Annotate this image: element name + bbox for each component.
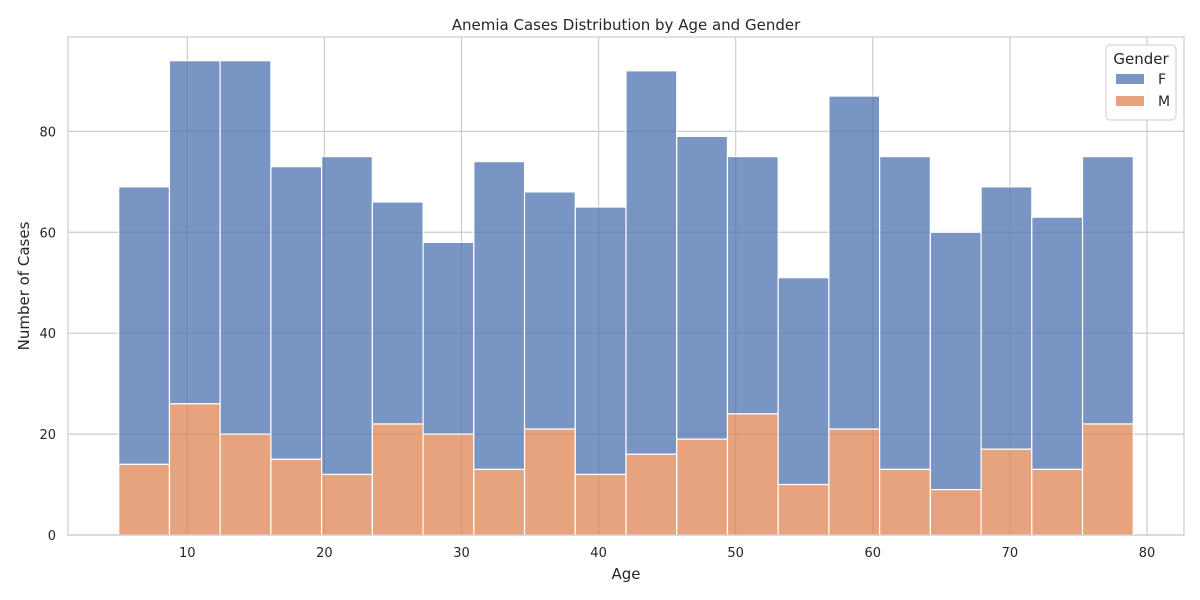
legend-title: Gender: [1113, 50, 1169, 68]
y-tick-label: 0: [48, 529, 56, 544]
bar-m: [1081, 423, 1134, 536]
x-tick-label: 70: [1002, 546, 1019, 561]
bar-f: [371, 201, 424, 425]
bar-m: [270, 458, 323, 536]
bar-f: [625, 70, 678, 455]
axes: 10 20 30 40 50 60 70 80 0 20 40 60 80: [39, 36, 1185, 561]
legend-label-m: M: [1158, 94, 1170, 110]
bar-m: [625, 453, 678, 536]
legend-label-f: F: [1158, 72, 1166, 88]
bar-m: [422, 433, 475, 536]
bar-f: [219, 60, 272, 435]
bar-f: [980, 186, 1033, 450]
bar-f: [929, 231, 982, 491]
x-tick-label: 20: [316, 546, 333, 561]
bar-m: [168, 403, 221, 536]
y-axis-label: Number of Cases: [15, 221, 33, 350]
legend-swatch-m: [1116, 96, 1144, 106]
bar-m: [980, 448, 1033, 536]
x-tick-label: 80: [1139, 546, 1156, 561]
x-tick-label: 50: [727, 546, 744, 561]
bar-m: [574, 473, 627, 536]
y-tick-label: 80: [39, 125, 56, 140]
bar-f: [1081, 155, 1134, 425]
y-tick-label: 40: [39, 327, 56, 342]
bar-f: [422, 241, 475, 435]
bar-f: [321, 155, 373, 476]
x-tick-label: 60: [865, 546, 882, 561]
bar-m: [473, 468, 526, 536]
bar-m: [371, 423, 424, 536]
bar-m: [777, 483, 830, 536]
bar-f: [777, 277, 830, 486]
x-tick-label: 40: [590, 546, 607, 561]
x-tick-label: 10: [179, 546, 196, 561]
bar-m: [828, 428, 881, 536]
bar-f: [828, 95, 881, 430]
plot-frame: [67, 36, 1185, 536]
bar-m: [118, 463, 171, 536]
y-tick-label: 60: [39, 226, 56, 241]
bar-f: [523, 191, 576, 430]
bar-f: [118, 186, 171, 465]
bar-f: [1031, 216, 1084, 471]
bar-f: [879, 155, 931, 471]
bars: [118, 60, 1134, 536]
bar-f: [270, 166, 323, 460]
bar-f: [574, 206, 627, 476]
bar-m: [321, 473, 373, 536]
y-tick-label: 20: [39, 428, 56, 443]
bar-m: [1031, 468, 1084, 536]
bar-m: [879, 468, 931, 536]
bar-m: [219, 433, 272, 536]
legend-swatch-f: [1116, 74, 1144, 84]
x-axis-label: Age: [611, 565, 640, 583]
x-tick-label: 30: [453, 546, 470, 561]
bar-m: [726, 413, 779, 536]
bar-f: [473, 161, 526, 471]
bar-f: [726, 155, 779, 415]
bar-f: [168, 60, 221, 405]
bar-f: [676, 135, 729, 440]
bar-m: [523, 428, 576, 536]
bar-m: [929, 488, 982, 536]
bar-m: [676, 438, 729, 536]
chart-title: Anemia Cases Distribution by Age and Gen…: [452, 16, 801, 34]
legend: Gender FM: [1105, 44, 1177, 121]
